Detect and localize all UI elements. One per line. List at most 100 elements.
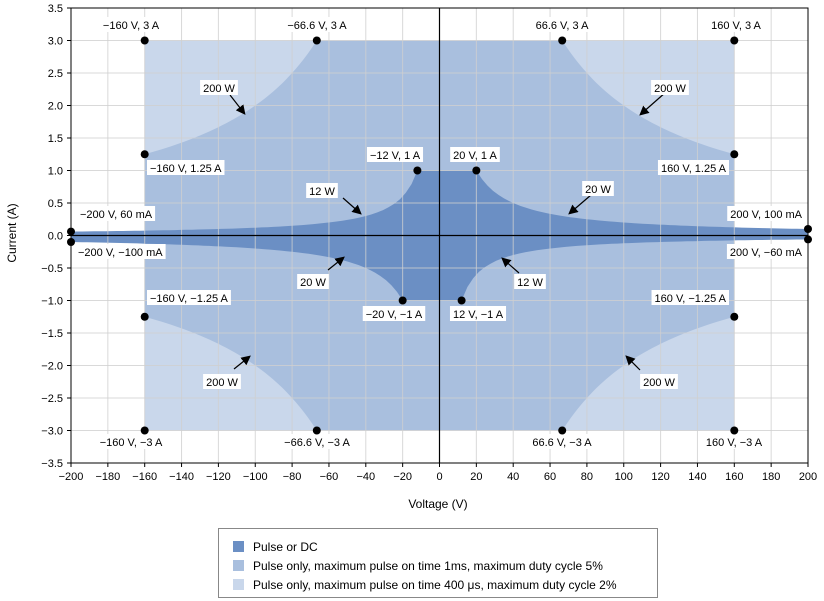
point-label: 200 V, 100 mA [727,206,805,221]
point-label-text: −200 V, −100 mA [78,247,163,259]
annotations-layer: 200 W 200 W 12 W 20 W 20 W 12 W 200 W 200 W −160… [75,17,805,449]
point-label-bg [651,290,729,305]
point-label-text: −160 V, 1.25 A [150,163,222,175]
point-label-bg [708,17,764,32]
data-point [730,150,739,159]
x-tick-label: 0 [436,471,442,483]
x-tick-label: 120 [651,471,669,483]
x-axis-label: Voltage (V) [408,497,467,511]
power-annotation-bg [306,183,338,198]
annotation-arrow [229,94,246,115]
x-tick-label: −80 [283,471,302,483]
power-annotation: 20 W [582,181,614,196]
point-label-text: 66.6 V, 3 A [536,20,589,32]
point-label-bg [449,306,507,321]
point-label: −160 V, 1.25 A [147,160,225,175]
data-point [140,36,149,45]
x-tick-label: 180 [762,471,780,483]
y-tick-label: 0.0 [48,231,63,243]
legend-label: Pulse only, maximum pulse on time 1ms, m… [253,558,603,573]
chart-svg: −200 −180 −160 −140 −120 −100 −80 −60 −40 −20 0 20 4… [5,3,817,511]
data-point [730,36,739,45]
data-point [312,426,321,435]
power-annotation: 20 W [297,274,329,289]
point-label-bg [532,17,592,32]
point-label-text: 160 V, 1.25 A [661,163,727,175]
point-label-bg [529,434,595,449]
power-annotation-text: 200 W [643,377,675,389]
point-label-text: −66.6 V, −3 A [284,437,350,449]
annotation-arrow [342,197,362,215]
point-label-text: −160 V, −1.25 A [150,293,229,305]
power-annotation-text: 200 W [654,83,686,95]
legend-item: Pulse only, maximum pulse on time 1ms, m… [233,556,657,575]
data-point [730,312,739,321]
point-label-bg [450,147,500,162]
point-label-text: 12 V, −1 A [453,309,504,321]
legend-item: Pulse or DC [233,537,657,556]
power-annotation: 200 W [200,80,238,95]
y-tick-label: −2.0 [41,361,63,373]
y-tick-label: 2.0 [48,101,63,113]
y-tick-label: −3.5 [41,458,63,470]
data-point [140,312,149,321]
power-annotation-text: 200 W [206,377,238,389]
data-point [140,150,149,159]
data-point [472,166,481,175]
ticks-layer: −200 −180 −160 −140 −120 −100 −80 −60 −40 −20 0 20 4… [41,3,817,483]
y-tick-label: −1.0 [41,296,63,308]
y-tick-label: 2.5 [48,68,63,80]
point-label-text: 200 V, 100 mA [730,209,802,221]
power-annotation-bg [651,80,689,95]
point-label-bg [75,244,166,259]
x-tick-label: 200 [799,471,817,483]
point-label-text: −66.6 V, 3 A [287,20,347,32]
power-annotation: 200 W [640,374,678,389]
point-label-text: −12 V, 1 A [370,150,421,162]
annotation-arrow [639,91,667,116]
power-annotation: 200 W [203,374,241,389]
point-label-bg [147,290,231,305]
point-label-text: 200 V, −60 mA [730,247,803,259]
power-annotation-text: 20 W [300,277,326,289]
y-tick-label: 1.5 [48,133,63,145]
x-tick-label: −140 [169,471,194,483]
y-tick-label: −2.5 [41,393,63,405]
x-tick-label: −200 [59,471,84,483]
point-label-text: −160 V, −3 A [100,437,163,449]
annotation-arrow [501,257,520,274]
x-tick-label: −160 [132,471,157,483]
point-label-bg [147,160,225,175]
x-tick-label: 100 [615,471,633,483]
power-annotation-text: 20 W [585,184,611,196]
point-label: 66.6 V, −3 A [529,434,595,449]
point-label: −160 V, −1.25 A [147,290,231,305]
power-annotation-text: 12 W [309,186,335,198]
y-tick-label: −3.0 [41,426,63,438]
point-label: 160 V, 1.25 A [657,160,729,175]
point-label: 160 V, −3 A [702,434,766,449]
data-point [312,36,321,45]
data-point [558,36,567,45]
point-label-bg [281,434,353,449]
point-label: 12 V, −1 A [449,306,507,321]
point-label-text: −200 V, 60 mA [80,209,153,221]
x-tick-label: 160 [725,471,743,483]
x-tick-label: −40 [356,471,375,483]
point-label-bg [96,434,166,449]
point-label-bg [284,17,350,32]
x-tick-label: −100 [243,471,268,483]
y-tick-label: 0.5 [48,198,63,210]
power-annotation-bg [297,274,329,289]
x-tick-label: −120 [206,471,231,483]
point-label: −20 V, −1 A [362,306,426,321]
legend-swatch-pulse-400us [233,579,244,590]
point-label: −200 V, −100 mA [75,244,166,259]
point-label-bg [366,147,424,162]
point-label-bg [99,17,163,32]
point-label: 160 V, 3 A [708,17,764,32]
annotation-arrow [625,355,641,371]
point-label-text: −20 V, −1 A [366,309,423,321]
power-annotation-bg [640,374,678,389]
data-point [398,296,407,305]
